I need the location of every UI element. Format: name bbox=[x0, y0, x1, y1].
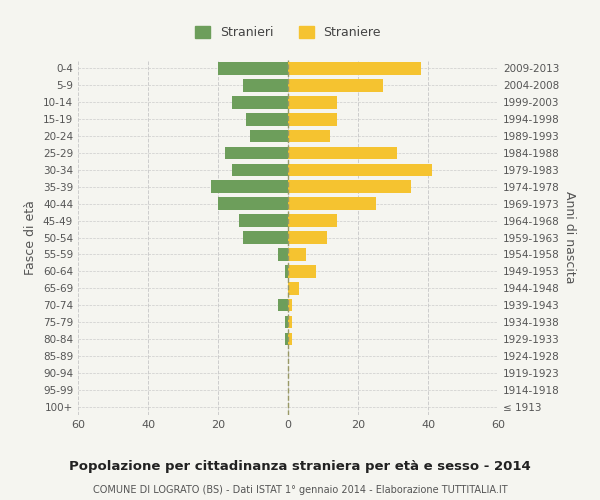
Bar bbox=[250, 130, 288, 142]
Bar bbox=[288, 248, 305, 260]
Bar bbox=[242, 79, 288, 92]
Bar bbox=[288, 332, 292, 345]
Bar bbox=[288, 96, 337, 108]
Bar bbox=[246, 113, 288, 126]
Bar bbox=[288, 231, 326, 244]
Text: Popolazione per cittadinanza straniera per età e sesso - 2014: Popolazione per cittadinanza straniera p… bbox=[69, 460, 531, 473]
Text: COMUNE DI LOGRATO (BS) - Dati ISTAT 1° gennaio 2014 - Elaborazione TUTTITALIA.IT: COMUNE DI LOGRATO (BS) - Dati ISTAT 1° g… bbox=[92, 485, 508, 495]
Bar bbox=[284, 265, 288, 278]
Bar bbox=[288, 62, 421, 75]
Bar bbox=[218, 198, 288, 210]
Bar bbox=[288, 130, 330, 142]
Bar bbox=[288, 214, 337, 227]
Bar bbox=[284, 316, 288, 328]
Bar bbox=[232, 96, 288, 108]
Bar bbox=[218, 62, 288, 75]
Bar bbox=[232, 164, 288, 176]
Bar bbox=[288, 198, 376, 210]
Bar bbox=[288, 180, 410, 193]
Bar bbox=[288, 299, 292, 312]
Bar bbox=[288, 265, 316, 278]
Bar bbox=[239, 214, 288, 227]
Bar bbox=[242, 231, 288, 244]
Bar bbox=[277, 248, 288, 260]
Bar bbox=[288, 146, 397, 160]
Bar bbox=[225, 146, 288, 160]
Legend: Stranieri, Straniere: Stranieri, Straniere bbox=[189, 20, 387, 46]
Bar bbox=[211, 180, 288, 193]
Bar bbox=[284, 332, 288, 345]
Y-axis label: Anni di nascita: Anni di nascita bbox=[563, 191, 576, 284]
Bar bbox=[277, 299, 288, 312]
Y-axis label: Fasce di età: Fasce di età bbox=[25, 200, 37, 275]
Bar bbox=[288, 79, 383, 92]
Bar bbox=[288, 113, 337, 126]
Bar bbox=[288, 164, 431, 176]
Bar bbox=[288, 316, 292, 328]
Bar bbox=[288, 282, 299, 294]
